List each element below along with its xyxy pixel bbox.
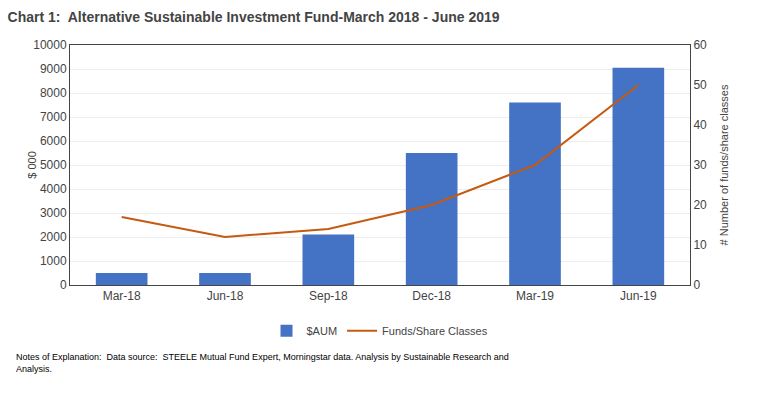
svg-text:# Number of funds/share classe: # Number of funds/share classes (718, 84, 730, 245)
svg-text:Sep-18: Sep-18 (309, 289, 348, 303)
svg-text:Jun-18: Jun-18 (207, 289, 244, 303)
svg-text:10: 10 (693, 238, 707, 252)
svg-text:$AUM: $AUM (307, 325, 338, 337)
svg-text:10000: 10000 (33, 38, 67, 52)
svg-text:60: 60 (693, 38, 707, 52)
svg-text:9000: 9000 (40, 62, 67, 76)
svg-text:0: 0 (60, 278, 67, 292)
svg-text:40: 40 (693, 118, 707, 132)
svg-text:5000: 5000 (40, 158, 67, 172)
svg-text:Mar-19: Mar-19 (516, 289, 554, 303)
svg-text:4000: 4000 (40, 182, 67, 196)
svg-text:1000: 1000 (40, 254, 67, 268)
svg-text:8000: 8000 (40, 86, 67, 100)
svg-text:20: 20 (693, 198, 707, 212)
svg-text:6000: 6000 (40, 134, 67, 148)
svg-text:0: 0 (693, 278, 700, 292)
svg-text:2000: 2000 (40, 230, 67, 244)
svg-text:Jun-19: Jun-19 (620, 289, 657, 303)
svg-text:Funds/Share Classes: Funds/Share Classes (382, 325, 488, 337)
svg-text:Mar-18: Mar-18 (103, 289, 141, 303)
svg-text:3000: 3000 (40, 206, 67, 220)
svg-text:Chart 1: Alternative Sustaina: Chart 1: Alternative Sustainable Investm… (8, 9, 500, 25)
svg-text:Dec-18: Dec-18 (412, 289, 451, 303)
svg-text:7000: 7000 (40, 110, 67, 124)
svg-text:$ 000: $ 000 (26, 151, 38, 179)
svg-text:30: 30 (693, 158, 707, 172)
svg-text:50: 50 (693, 78, 707, 92)
svg-text:Notes of Explanation: Data so: Notes of Explanation: Data source: STEEL… (16, 352, 509, 374)
